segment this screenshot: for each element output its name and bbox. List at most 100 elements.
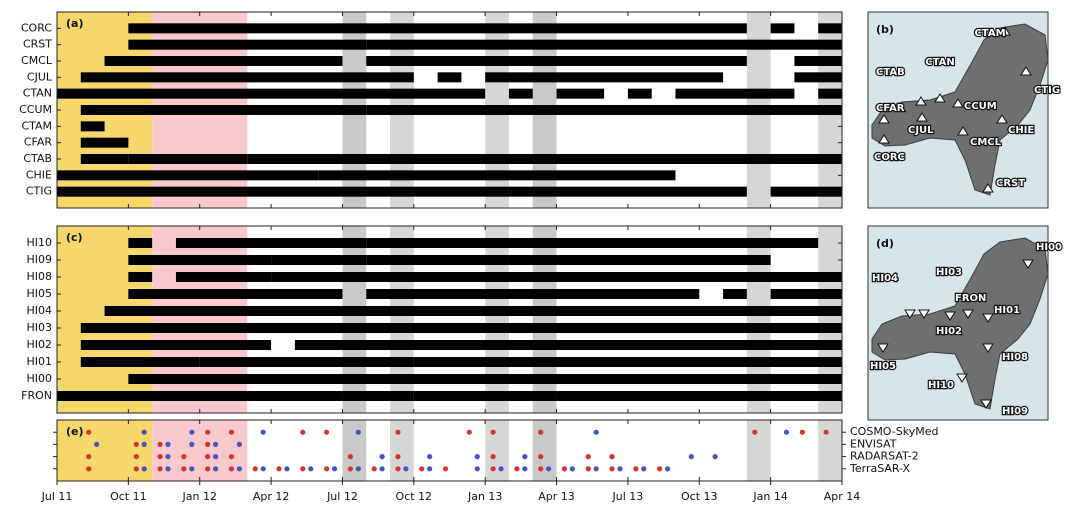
acquisition (372, 466, 377, 471)
data-interval (128, 374, 842, 384)
data-interval (128, 23, 746, 33)
data-interval (794, 72, 842, 82)
x-tick-label: Jul 11 (41, 490, 73, 503)
acquisition (395, 454, 400, 459)
acquisition (284, 466, 289, 471)
data-interval (128, 238, 152, 248)
y-tick-label: CTAB (23, 152, 52, 165)
data-interval (128, 289, 342, 299)
acquisition (395, 466, 400, 471)
x-tick-label: Jul 13 (612, 490, 644, 503)
station-label: HI10 (928, 380, 954, 391)
acquisition (253, 466, 258, 471)
acquisition (475, 466, 480, 471)
acquisition (491, 430, 496, 435)
acquisition (213, 442, 218, 447)
data-interval (509, 255, 771, 265)
data-interval (81, 105, 366, 115)
acquisition (633, 466, 638, 471)
x-tick-label: Jul 12 (326, 490, 358, 503)
acquisition (356, 430, 361, 435)
data-interval (390, 272, 842, 282)
station-label: CJUL (908, 125, 934, 136)
data-interval (818, 89, 842, 99)
x-tick-label: Apr 13 (538, 490, 575, 503)
acquisition (229, 454, 234, 459)
acquisition (594, 430, 599, 435)
data-interval (247, 154, 842, 164)
acquisition (784, 430, 789, 435)
data-interval (771, 187, 842, 197)
acquisition (332, 466, 337, 471)
panel-label: (d) (876, 237, 894, 250)
acquisition (165, 454, 170, 459)
data-interval (509, 89, 533, 99)
acquisition (586, 454, 591, 459)
period-shading (747, 226, 771, 413)
period-shading (342, 226, 366, 413)
acquisition (134, 466, 139, 471)
x-tick-label: Apr 14 (824, 490, 861, 503)
period-shading (57, 226, 152, 413)
acquisition (570, 466, 575, 471)
acquisition (205, 442, 210, 447)
data-interval (81, 72, 414, 82)
x-tick-label: Oct 11 (110, 490, 147, 503)
period-shading (342, 420, 366, 481)
acquisition (609, 454, 614, 459)
y-tick-label: HI08 (26, 270, 52, 283)
x-tick-label: Oct 13 (681, 490, 718, 503)
acquisition (562, 466, 567, 471)
data-interval (81, 323, 842, 333)
data-interval (271, 272, 390, 282)
acquisition (142, 430, 147, 435)
data-interval (57, 187, 747, 197)
acquisition (134, 442, 139, 447)
acquisition (380, 454, 385, 459)
panel-label: (b) (876, 23, 894, 36)
data-interval (342, 391, 413, 401)
acquisition (86, 454, 91, 459)
period-shading (747, 420, 771, 481)
acquisition (522, 454, 527, 459)
data-interval (319, 170, 390, 180)
y-tick-label: CRST (23, 38, 52, 51)
acquisition (229, 430, 234, 435)
data-interval (794, 56, 842, 66)
x-tick-label: Apr 12 (253, 490, 290, 503)
acquisition (824, 430, 829, 435)
data-interval (200, 357, 414, 367)
acquisition (276, 466, 281, 471)
map-panel: (d) HI00 HI04 HI03 FRON HI01 HI02 HI05 H… (868, 226, 1062, 420)
acquisition (443, 466, 448, 471)
period-shading (485, 420, 509, 481)
acquisition (134, 454, 139, 459)
station-label: CFAR (876, 103, 905, 114)
acquisition (356, 466, 361, 471)
data-interval (818, 23, 842, 33)
data-interval (57, 391, 342, 401)
data-interval (295, 340, 842, 350)
data-interval (438, 72, 462, 82)
y-tick-label: HI03 (26, 321, 52, 334)
data-interval (675, 89, 794, 99)
acquisition (165, 466, 170, 471)
acquisition (380, 466, 385, 471)
data-interval (366, 56, 747, 66)
station-label: FRON (955, 293, 986, 304)
period-shading (533, 420, 557, 481)
y-tick-label: HI02 (26, 338, 52, 351)
acquisition (261, 466, 266, 471)
acquisition (189, 442, 194, 447)
data-interval (366, 238, 818, 248)
data-interval (105, 56, 343, 66)
y-tick-label: ENVISAT (850, 437, 897, 450)
station-label: HI04 (872, 273, 898, 284)
acquisition (86, 430, 91, 435)
acquisition (165, 442, 170, 447)
acquisition (300, 430, 305, 435)
data-interval (128, 154, 247, 164)
data-interval (271, 255, 366, 265)
x-tick-label: Jan 14 (752, 490, 787, 503)
y-tick-label: CORC (21, 21, 52, 34)
